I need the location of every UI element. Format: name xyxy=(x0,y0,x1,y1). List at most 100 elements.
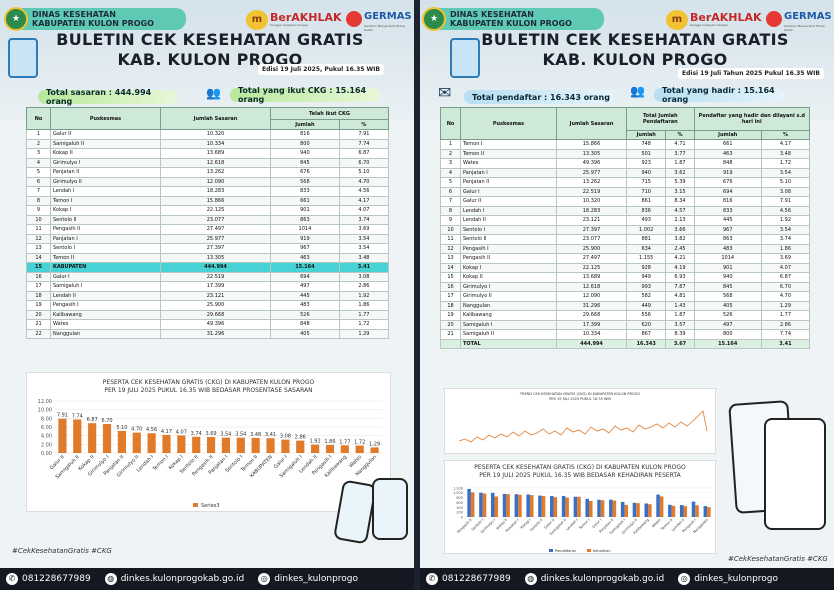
table-cell: 13.305 xyxy=(160,252,271,263)
y-tick-label: 8.00 xyxy=(41,416,52,422)
table-cell: 5 xyxy=(440,177,461,188)
bulletin-left: ★ DINAS KESEHATAN KABUPATEN KULON PROGO … xyxy=(0,0,414,590)
table-cell: 940 xyxy=(270,148,340,159)
table-cell: 15 xyxy=(440,272,461,283)
table-cell: 1.155 xyxy=(625,253,667,264)
table-cell: 6.87 xyxy=(760,272,811,283)
table-cell: 17.399 xyxy=(160,281,271,292)
y-tick-label: 12.00 xyxy=(38,399,52,405)
table-cell: 17 xyxy=(440,291,461,302)
table-cell: Kalibawang xyxy=(460,310,557,321)
table-cell: 11 xyxy=(26,224,51,235)
table-cell: Lendah I xyxy=(460,205,557,216)
table-cell: 6 xyxy=(26,176,51,187)
envelope-icon: ✉ xyxy=(438,83,452,102)
total-sasaran-pill: Total sasaran : 444.994 orang xyxy=(38,88,178,106)
right-data-table: No Puskesmas Jumlah Sasaran Total Jumlah… xyxy=(440,107,811,349)
table-cell: 13 xyxy=(440,253,461,264)
phone-app-icon xyxy=(764,418,826,530)
footer-instagram[interactable]: ◎ dinkes_kulonprogo xyxy=(252,573,358,585)
table-cell: 445 xyxy=(693,215,762,226)
footer-phone[interactable]: ✆ 081228677989 xyxy=(0,573,91,585)
table-row: 5 Panjatan II 13.262 715 5.39 676 5.10 xyxy=(440,177,811,188)
table-cell: 23.121 xyxy=(556,215,627,226)
table-cell: 3.48 xyxy=(338,252,390,263)
bar-kehadiran xyxy=(494,496,499,517)
bar xyxy=(355,445,364,453)
edition-label: Edisi 19 Juli 2025, Pukul 16.35 WIB xyxy=(258,64,384,75)
table-cell: 493 xyxy=(625,215,667,226)
table-cell: 919 xyxy=(693,167,762,178)
table-cell: 14 xyxy=(26,252,51,263)
phone-checklist-icon xyxy=(8,38,38,78)
table-cell: 21 xyxy=(26,319,51,330)
table-cell: Galur II xyxy=(50,129,161,140)
table-cell: 836 xyxy=(625,205,667,216)
berakhlak-sub: bangga melayani bangsa xyxy=(270,23,308,27)
data-label: 5.10 xyxy=(116,425,127,431)
table-cell: KABUPATEN xyxy=(50,262,161,273)
table-cell: 11 xyxy=(440,234,461,245)
table-cell: 22.519 xyxy=(160,271,271,282)
table-cell: 800 xyxy=(270,138,340,149)
left-table-body: 1 Galur II 10.320 816 7.91 2 Samigaluh II 10.33… xyxy=(26,129,390,339)
phone-checklist-icon xyxy=(450,38,480,78)
table-row: 12 Panjatan I 25.977 919 3.54 xyxy=(26,233,390,244)
table-cell: 3.41 xyxy=(338,262,390,273)
col-hadir: Pendaftar yang hadir dan dilayani s.d ha… xyxy=(693,107,811,131)
footer-web[interactable]: ◍ dinkes.kulonprogokab.go.id xyxy=(519,573,664,585)
table-cell: 3.69 xyxy=(338,224,390,235)
table-cell: Galur I xyxy=(460,186,557,197)
table-cell: 13.689 xyxy=(160,148,271,159)
y-tick-label: 0 xyxy=(461,516,463,520)
left-chart: PESERTA CEK KESEHATAN GRATIS (CKG) DI KA… xyxy=(26,372,391,512)
bar-pendaftaran xyxy=(538,495,542,517)
col-jumlah: Jumlah xyxy=(625,129,667,141)
table-cell: 3.15 xyxy=(665,186,695,197)
table-row: 15 Kokap II 13.689 949 6.93 940 6.87 xyxy=(440,272,811,283)
kulon-progo-logo-icon: ★ xyxy=(4,7,28,31)
footer-phone[interactable]: ✆ 081228677989 xyxy=(420,573,511,585)
table-cell xyxy=(440,338,461,349)
bar-pendaftaran xyxy=(561,495,566,517)
footer-instagram[interactable]: ◎ dinkes_kulonprogo xyxy=(672,573,778,585)
berakhlak-logo: m BerAKHLAK bangga melayani bangsa xyxy=(246,8,356,32)
col-pendaftar: Total Jumlah Pendaftaran xyxy=(626,107,695,131)
bar xyxy=(325,444,335,453)
table-cell: 7.74 xyxy=(760,329,811,340)
footer-web[interactable]: ◍ dinkes.kulonprogokab.go.id xyxy=(99,573,244,585)
table-row: 19 Kalibawang 29.668 556 1.87 526 1.77 xyxy=(440,310,811,321)
table-row: 5 Panjatan II 13.262 676 5.10 xyxy=(26,167,390,178)
table-cell: 4.70 xyxy=(760,291,811,302)
table-cell: 8.34 xyxy=(665,196,695,207)
table-cell: 4.71 xyxy=(665,139,695,150)
bar-pendaftaran xyxy=(585,498,589,517)
table-row: 18 Lendah II 23.121 445 1.92 xyxy=(26,290,390,301)
bar xyxy=(266,438,275,453)
table-row: 2 Temon II 13.305 501 3.77 463 3.48 xyxy=(440,148,811,159)
table-row: 4 Panjatan I 25.977 940 3.62 919 3.54 xyxy=(440,167,811,178)
data-label: 1.86 xyxy=(324,439,335,445)
table-cell: Sentolo II xyxy=(460,234,557,245)
table-cell: 848 xyxy=(270,319,340,330)
bar-kehadiran xyxy=(648,504,652,517)
table-cell: Girimulyo I xyxy=(460,281,557,292)
table-cell: 800 xyxy=(693,329,762,340)
table-cell: 833 xyxy=(270,186,340,197)
table-row: 4 Girimulyo I 12.618 845 6.70 xyxy=(26,157,390,168)
table-cell: 1.77 xyxy=(338,309,390,320)
table-cell: 1.29 xyxy=(760,300,811,311)
globe-icon: ◍ xyxy=(524,573,537,585)
table-cell: 444.994 xyxy=(160,262,271,273)
table-cell: 1.86 xyxy=(338,300,390,311)
table-cell: Galur II xyxy=(460,196,557,207)
y-tick-label: 4.00 xyxy=(41,434,52,440)
table-cell: 7 xyxy=(440,196,461,207)
y-tick-label: 1,200 xyxy=(453,486,463,490)
table-cell: 923 xyxy=(625,158,667,169)
table-cell: 10.334 xyxy=(160,138,271,149)
instagram-icon: ◎ xyxy=(678,573,691,585)
table-row: 2 Samigaluh II 10.334 800 7.74 xyxy=(26,138,390,149)
table-cell: 940 xyxy=(693,272,762,283)
